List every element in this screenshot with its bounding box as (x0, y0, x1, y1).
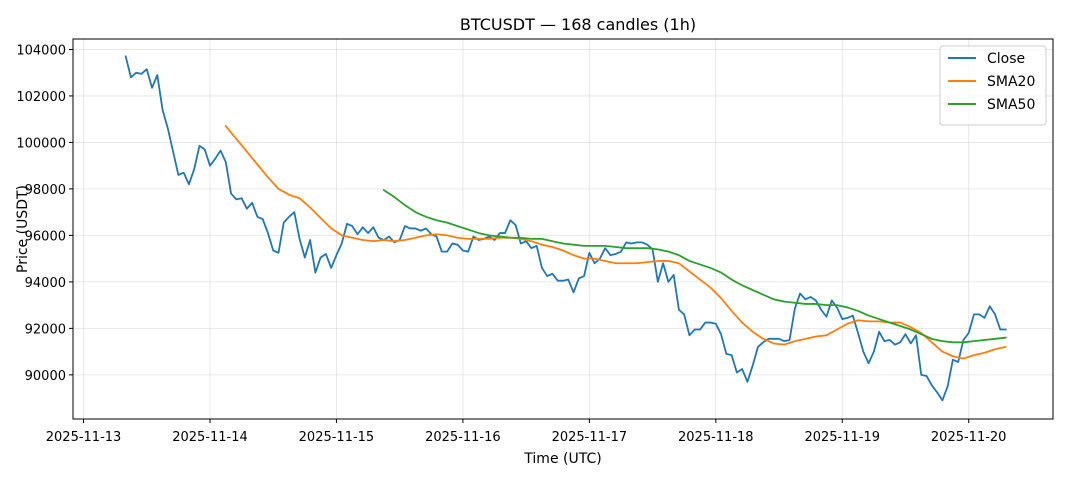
chart-title: BTCUSDT — 168 candles (1h) (460, 15, 696, 34)
legend-box (939, 45, 1047, 126)
y-tick-label: 102000 (16, 90, 66, 105)
plot-area (73, 39, 1053, 419)
legend-label-close: Close (987, 51, 1025, 67)
y-tick-label: 96000 (25, 229, 66, 244)
x-tick-label: 2025-11-14 (172, 430, 248, 445)
series-line-sma20 (224, 124, 1007, 360)
y-tick-label: 104000 (16, 43, 66, 58)
x-tick-label: 2025-11-20 (931, 430, 1007, 445)
grid-lines (73, 39, 1053, 419)
plot-frame (72, 38, 1054, 420)
x-tick-label: 2025-11-17 (552, 430, 628, 445)
legend-label-sma20: SMA20 (987, 74, 1035, 90)
x-tick-label: 2025-11-18 (678, 430, 754, 445)
series-line-close (124, 55, 1007, 402)
series-lines (124, 55, 1007, 402)
y-tick-label: 100000 (16, 136, 66, 151)
y-axis-title: Price (USDT) (15, 185, 31, 273)
x-tick-label: 2025-11-19 (804, 430, 880, 445)
y-tick-label: 98000 (25, 183, 66, 198)
x-tick-label: 2025-11-15 (299, 430, 375, 445)
series-line-sma50 (382, 188, 1007, 344)
y-tick-label: 90000 (25, 369, 66, 384)
y-tick-label: 92000 (25, 322, 66, 337)
x-tick-label: 2025-11-13 (46, 430, 122, 445)
x-axis-title: Time (UTC) (523, 451, 601, 467)
x-tick-label: 2025-11-16 (425, 430, 501, 445)
legend-label-sma50: SMA50 (987, 97, 1035, 113)
legend: Close SMA20 SMA50 (939, 45, 1047, 126)
y-tick-label: 94000 (25, 276, 66, 291)
y-axis-ticks: 90000 92000 94000 96000 98000 100000 102000 104… (16, 43, 73, 384)
x-axis-ticks: 2025-11-13 2025-11-14 2025-11-15 2025-11-16… (46, 419, 1007, 445)
